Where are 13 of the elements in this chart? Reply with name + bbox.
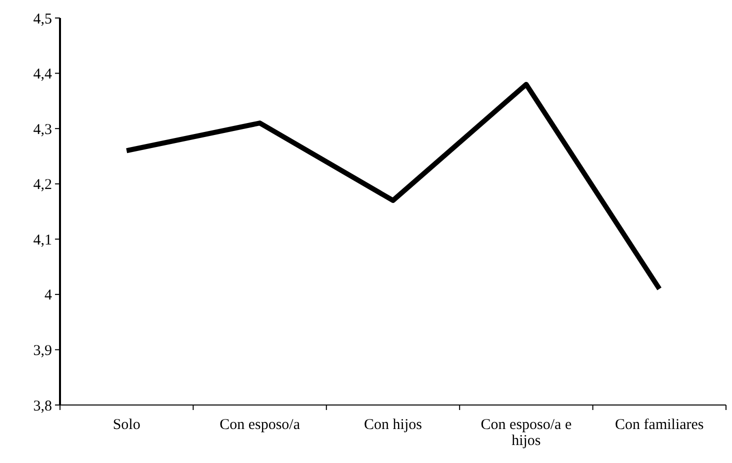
y-tick-label: 4,4 [33, 66, 52, 83]
y-tick-label: 4,5 [33, 11, 52, 28]
x-tick-label: Con hijos [364, 417, 422, 433]
y-tick-label: 3,9 [33, 342, 52, 359]
y-tick-label: 4 [44, 288, 52, 304]
y-tick-label: 4,1 [33, 232, 52, 248]
x-tick-label: Solo [112, 417, 140, 433]
x-tick-label: Con esposo/a [220, 417, 300, 433]
x-tick-label: Con esposo/a e hijos [480, 417, 572, 449]
x-tick-label: Con familiares [615, 417, 704, 433]
y-tick-label: 4,2 [33, 177, 52, 194]
y-tick-label: 3,8 [33, 398, 52, 414]
y-tick-label: 4,3 [33, 122, 52, 138]
